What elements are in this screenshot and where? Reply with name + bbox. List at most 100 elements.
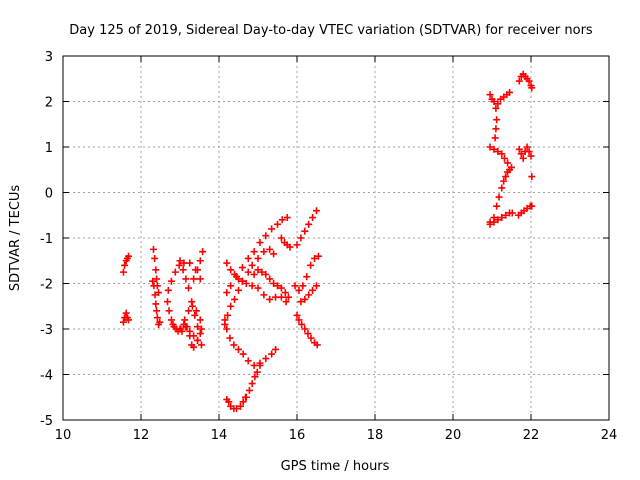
data-point: [167, 277, 175, 285]
data-point: [165, 307, 173, 315]
series-arc24: [494, 88, 514, 108]
data-point: [233, 405, 241, 413]
data-point: [224, 311, 232, 319]
data-point: [196, 330, 204, 338]
data-point: [307, 334, 315, 342]
data-point: [309, 286, 317, 294]
series-arc18: [277, 234, 294, 251]
data-point: [226, 334, 234, 342]
data-point: [492, 104, 500, 112]
data-point: [183, 323, 191, 331]
data-point: [256, 361, 264, 369]
data-point: [230, 341, 238, 349]
series-arc10: [190, 248, 207, 351]
data-point: [180, 259, 188, 267]
x-axis-label: GPS time / hours: [281, 459, 390, 474]
data-point: [152, 266, 160, 274]
data-point: [242, 280, 250, 287]
data-point: [197, 325, 205, 333]
data-point: [235, 286, 242, 294]
data-point: [153, 314, 161, 322]
data-point: [260, 248, 268, 256]
data-point: [494, 100, 502, 108]
data-point: [190, 275, 198, 283]
data-point: [194, 266, 202, 274]
data-point: [164, 298, 172, 306]
data-point: [171, 268, 179, 276]
data-point: [253, 368, 261, 376]
data-point: [194, 336, 202, 344]
data-point: [199, 248, 207, 256]
series-arc19: [293, 207, 320, 249]
data-point: [515, 145, 523, 153]
series-arc22: [297, 282, 320, 306]
data-point: [297, 298, 305, 306]
data-point: [196, 316, 204, 324]
series-arc8: [176, 257, 204, 338]
x-tick-label: 12: [133, 428, 150, 443]
data-point: [284, 293, 292, 301]
data-point: [227, 302, 235, 310]
data-point: [179, 266, 187, 274]
data-point: [313, 341, 321, 349]
data-point: [238, 277, 246, 285]
data-point: [286, 243, 294, 251]
data-point: [291, 282, 299, 290]
data-point: [486, 143, 494, 151]
data-point: [260, 291, 268, 299]
data-point: [313, 207, 320, 215]
x-tick-label: 20: [445, 428, 462, 443]
data-point: [268, 225, 276, 233]
data-point: [250, 361, 258, 369]
series-arc13: [221, 316, 280, 369]
data-point: [156, 318, 164, 326]
data-point: [268, 350, 276, 358]
data-point: [498, 214, 506, 222]
data-point: [523, 143, 531, 151]
data-point: [491, 134, 499, 142]
data-point: [196, 275, 204, 283]
data-point: [295, 286, 303, 294]
data-point: [262, 232, 270, 240]
data-point: [525, 148, 533, 156]
series-arc1: [119, 252, 133, 276]
series-arc2: [119, 309, 133, 326]
data-point: [528, 202, 536, 210]
data-point: [164, 286, 172, 294]
data-point: [307, 261, 315, 269]
data-point: [506, 88, 514, 96]
series-arc12: [221, 245, 278, 328]
data-point: [295, 316, 303, 324]
data-point: [248, 380, 256, 388]
data-point: [236, 402, 244, 410]
x-tick-label: 24: [601, 428, 618, 443]
data-point: [149, 277, 157, 285]
data-point: [490, 98, 498, 105]
series-arc3: [149, 245, 163, 297]
data-point: [282, 298, 290, 306]
data-point: [519, 154, 527, 162]
data-point: [508, 163, 515, 171]
series-arc14: [242, 361, 264, 401]
data-point: [125, 252, 133, 260]
data-point: [495, 193, 503, 201]
series-arc17: [250, 266, 292, 301]
data-point: [188, 302, 196, 310]
data-point: [277, 284, 285, 292]
data-point: [494, 148, 502, 156]
data-point: [223, 289, 231, 297]
data-point: [293, 311, 301, 319]
data-point: [125, 316, 133, 324]
data-point: [231, 295, 239, 303]
data-point: [494, 216, 502, 224]
data-point: [304, 330, 312, 338]
y-tick-label: 3: [45, 50, 53, 65]
data-point: [254, 284, 262, 292]
data-point: [167, 316, 175, 324]
data-point: [185, 307, 193, 315]
data-point: [256, 239, 264, 247]
data-point: [254, 266, 262, 274]
data-point: [153, 275, 161, 283]
data-point: [153, 307, 161, 315]
data-point: [192, 307, 200, 315]
